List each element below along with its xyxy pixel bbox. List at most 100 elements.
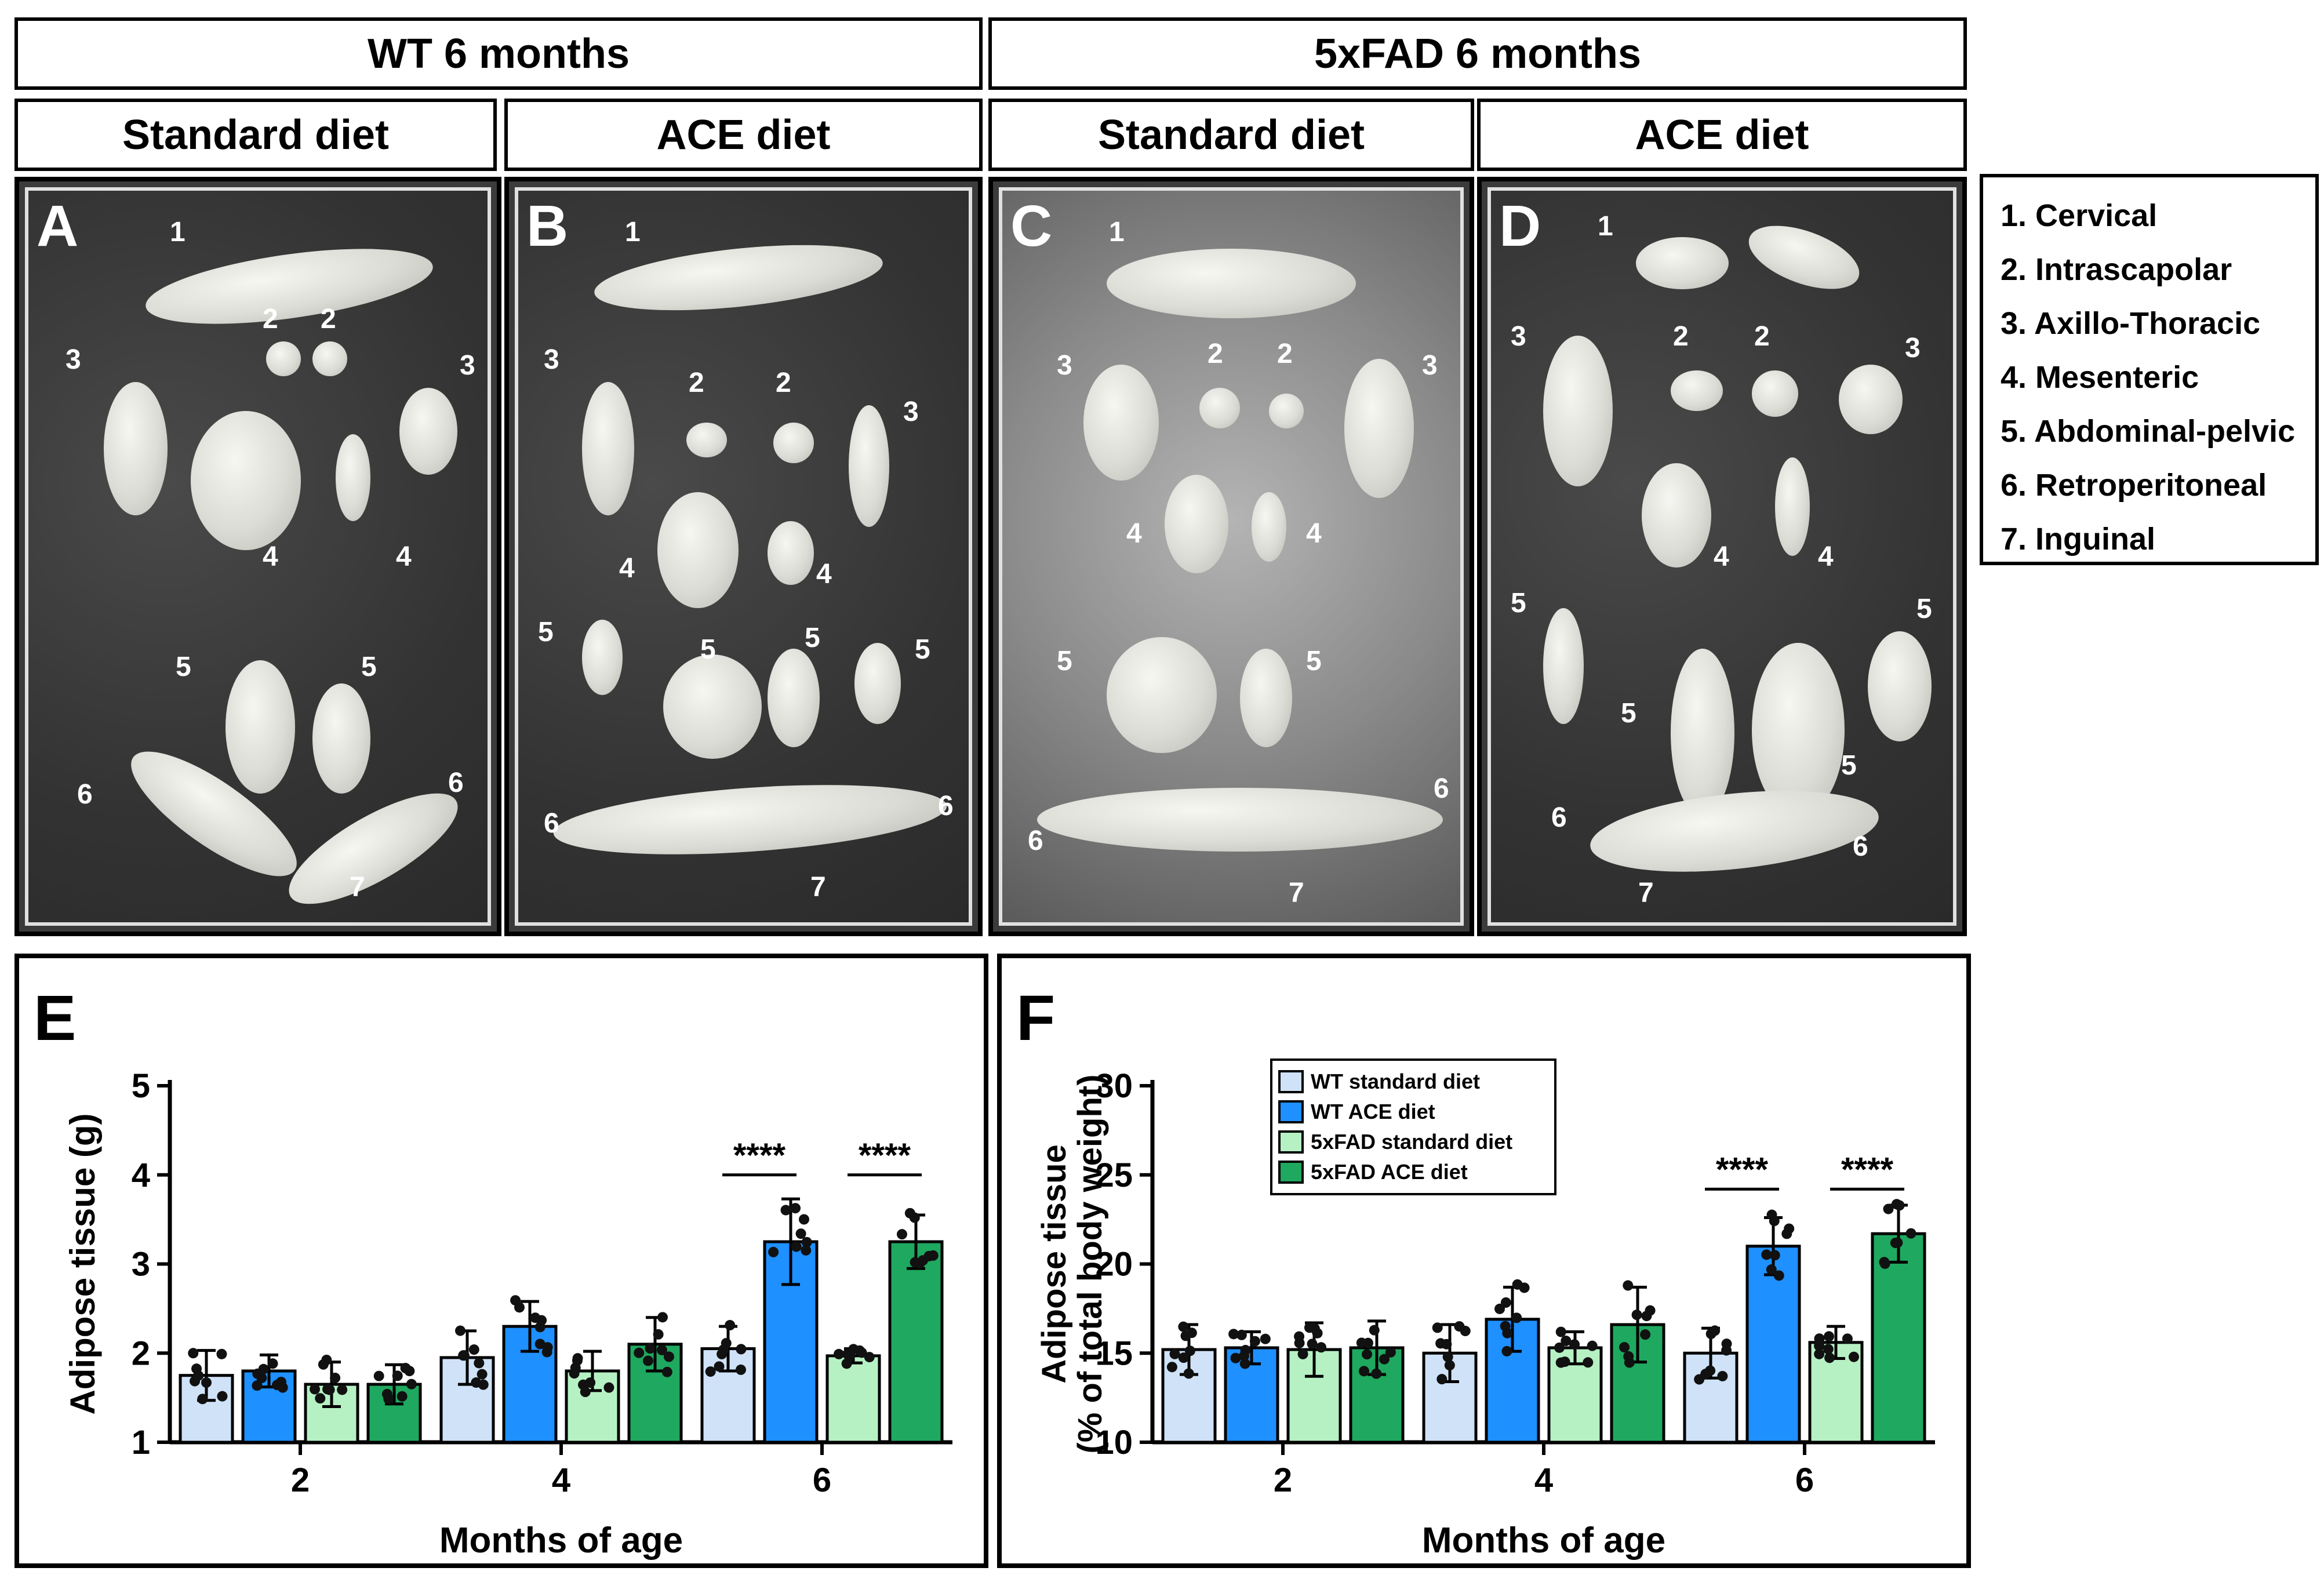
- data-point: [1814, 1348, 1825, 1359]
- data-point: [455, 1325, 466, 1336]
- depot-number: 2: [1277, 339, 1293, 369]
- data-point: [383, 1393, 394, 1404]
- data-point: [854, 1345, 865, 1356]
- fat-depot: [1543, 608, 1584, 724]
- x-axis-label: Months of age: [439, 1521, 683, 1561]
- photo-panel-c: C 1 2 2 3 3 4 4 5 5 6 6 7: [988, 177, 1474, 936]
- y-axis-label: Adipose tissue: [1035, 1144, 1073, 1384]
- data-point: [705, 1366, 716, 1377]
- legend-swatch: [1278, 1070, 1304, 1093]
- data-point: [337, 1384, 348, 1395]
- data-point: [1710, 1325, 1721, 1336]
- data-point: [459, 1350, 470, 1361]
- data-point: [801, 1245, 812, 1256]
- fat-depot: [768, 521, 814, 585]
- data-point: [258, 1363, 269, 1374]
- data-point: [896, 1229, 907, 1240]
- data-point: [1519, 1282, 1530, 1293]
- data-point: [1769, 1250, 1780, 1261]
- data-point: [834, 1348, 845, 1359]
- depot-number: 7: [1289, 878, 1304, 908]
- data-point: [397, 1391, 408, 1402]
- depot-number: 6: [448, 768, 464, 798]
- data-point: [406, 1378, 417, 1390]
- data-point: [578, 1379, 589, 1390]
- x-tick-label: 2: [1274, 1461, 1292, 1499]
- data-point: [400, 1363, 411, 1374]
- fat-depot: [1752, 370, 1798, 417]
- data-point: [1766, 1264, 1777, 1275]
- legend-swatch: [1278, 1130, 1304, 1154]
- fat-depot: [191, 411, 301, 550]
- fat-depot: [1543, 336, 1613, 486]
- significance-stars: ****: [859, 1137, 911, 1174]
- y-axis-label: Adipose tissue (g): [63, 1113, 102, 1414]
- data-point: [714, 1361, 725, 1372]
- data-point: [1385, 1347, 1396, 1358]
- data-point: [315, 1393, 326, 1404]
- data-point: [634, 1347, 645, 1358]
- data-point: [1892, 1237, 1903, 1248]
- data-point: [661, 1366, 672, 1377]
- data-point: [267, 1358, 278, 1369]
- data-point: [801, 1236, 812, 1247]
- data-point: [1184, 1345, 1195, 1356]
- data-point: [1316, 1342, 1327, 1353]
- data-point: [904, 1207, 915, 1218]
- data-point: [1891, 1199, 1902, 1210]
- data-point: [1442, 1351, 1453, 1362]
- fat-depot: [582, 382, 634, 515]
- data-point: [252, 1380, 263, 1391]
- depot-number: 6: [77, 779, 93, 810]
- depot-number: 6: [544, 808, 559, 839]
- chart-f-svg: 10 15 20 25 30 2 4 6 **** **** Months of age Adipos…: [1035, 1059, 1935, 1561]
- chart-e-svg: 1 2 3 4 5 2 4 6 **** **** Months of age Adipose tis…: [63, 1067, 952, 1561]
- depot-number: 3: [1905, 333, 1921, 363]
- fat-depot: [1344, 359, 1414, 498]
- data-point: [1502, 1327, 1513, 1338]
- data-point: [1784, 1223, 1795, 1234]
- data-point: [657, 1312, 668, 1323]
- data-point: [201, 1377, 212, 1388]
- depot-legend-item: 4. Mesenteric: [2001, 360, 2199, 395]
- data-point: [1307, 1338, 1318, 1350]
- data-point: [645, 1343, 656, 1354]
- legend-label: WT standard diet: [1311, 1070, 1480, 1093]
- data-point: [1501, 1345, 1512, 1356]
- fat-depot: [1740, 213, 1868, 302]
- depot-legend-item: 7. Inguinal: [2001, 522, 2156, 556]
- data-point: [603, 1382, 614, 1393]
- data-point: [1297, 1348, 1308, 1359]
- depot-legend-item: 5. Abdominal-pelvic: [2001, 414, 2296, 449]
- data-point: [1905, 1228, 1916, 1239]
- data-point: [318, 1359, 329, 1370]
- data-point: [1444, 1360, 1455, 1371]
- data-point: [1249, 1336, 1260, 1347]
- fat-depot: [1107, 249, 1356, 318]
- data-point: [310, 1384, 321, 1395]
- depot-number: 5: [915, 634, 930, 665]
- data-point: [735, 1364, 746, 1375]
- fat-depot: [1671, 649, 1734, 817]
- fat-depot: [1868, 631, 1932, 741]
- fat-depot: [104, 382, 168, 515]
- data-point: [1239, 1358, 1250, 1369]
- depot-number: 4: [816, 559, 832, 590]
- x-tick-label: 6: [813, 1461, 831, 1499]
- data-point: [1369, 1325, 1380, 1336]
- depot-number: 4: [1126, 518, 1142, 549]
- depot-number: 2: [1673, 321, 1689, 352]
- depot-number: 4: [396, 541, 412, 572]
- data-point: [1554, 1342, 1565, 1353]
- data-point: [1645, 1305, 1656, 1316]
- data-point: [471, 1377, 482, 1388]
- data-point: [1555, 1326, 1566, 1337]
- depot-number: 2: [1208, 339, 1223, 369]
- data-point: [1260, 1333, 1271, 1344]
- depot-number: 3: [66, 344, 81, 375]
- subheader-5xfad-ace-label: ACE diet: [1635, 111, 1809, 158]
- data-point: [1824, 1352, 1835, 1363]
- data-point: [1180, 1330, 1191, 1341]
- panel-letter-e: E: [34, 983, 77, 1054]
- depot-number: 3: [1511, 321, 1526, 352]
